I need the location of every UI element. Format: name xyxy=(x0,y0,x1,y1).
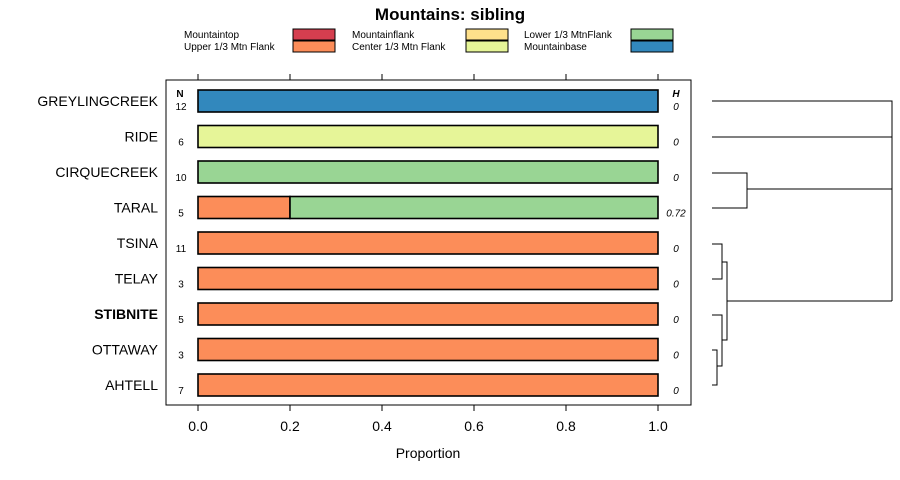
bar-row: AHTELL 7 0 xyxy=(105,373,679,397)
row-h: 0 xyxy=(673,351,679,362)
plot-frame xyxy=(165,79,692,406)
row-label: TSINA xyxy=(117,235,159,251)
bar-segment-upper-1-3-mtn-flank xyxy=(197,302,659,326)
row-label: TELAY xyxy=(115,271,159,287)
row-n: 10 xyxy=(175,173,187,184)
row-label: AHTELL xyxy=(105,377,158,393)
bar-segment-upper-1-3-mtn-flank xyxy=(197,266,659,291)
row-h: 0 xyxy=(673,138,679,149)
row-label: OTTAWAY xyxy=(92,342,159,358)
row-n: 6 xyxy=(178,138,184,149)
x-tick-label: 0.4 xyxy=(372,418,392,434)
x-tick-label: 1.0 xyxy=(648,418,668,434)
row-n: 5 xyxy=(178,209,184,220)
bar-row: GREYLINGCREEK 12 0 xyxy=(37,89,679,113)
bar-segment-upper-1-3-mtn-flank xyxy=(197,231,659,255)
bar-segment-upper-1-3-mtn-flank xyxy=(197,337,659,362)
bar-segment-lower-1-3-mtnflank xyxy=(289,195,659,220)
dendrogram xyxy=(712,100,893,386)
row-label: STIBNITE xyxy=(94,306,158,322)
chart-title: Mountains: sibling xyxy=(375,5,525,24)
legend-swatch-mountainbase xyxy=(630,40,674,53)
row-h: 0 xyxy=(673,173,679,184)
row-n: 11 xyxy=(176,244,187,255)
dendrogram-branch xyxy=(712,243,723,280)
bar-row: TELAY 3 0 xyxy=(115,266,679,291)
legend-label-lower-1-3-mtnflank: Lower 1/3 MtnFlank xyxy=(524,30,613,41)
legend-label-center-1-3-mtn-flank: Center 1/3 Mtn Flank xyxy=(352,42,446,53)
bar-row: CIRQUECREEK 10 0 xyxy=(55,160,679,184)
x-tick-label: 0.6 xyxy=(464,418,484,434)
row-h: 0.72 xyxy=(666,209,686,220)
bar-row: TSINA 11 0 xyxy=(117,231,679,255)
legend-label-upper-1-3-mtn-flank: Upper 1/3 Mtn Flank xyxy=(184,42,276,53)
bar-row: RIDE 6 0 xyxy=(125,124,679,149)
row-label: TARAL xyxy=(114,200,158,216)
x-tick-label: 0.8 xyxy=(556,418,576,434)
legend-swatch-mountaintop xyxy=(292,28,336,41)
bar-segment-center-1-3-mtn-flank xyxy=(197,124,659,149)
bar-row: TARAL 5 0.72 xyxy=(114,195,686,220)
legend-swatch-lower-1-3-mtnflank xyxy=(630,28,674,41)
dendrogram-branch xyxy=(712,172,748,209)
bar-row: OTTAWAY 3 0 xyxy=(92,337,679,362)
row-n: 12 xyxy=(175,102,187,113)
bar-segment-upper-1-3-mtn-flank xyxy=(197,373,659,397)
dendrogram-branch xyxy=(722,261,728,341)
row-n: 7 xyxy=(178,386,184,397)
h-header: H xyxy=(672,89,680,100)
row-label: CIRQUECREEK xyxy=(55,164,158,180)
legend-label-mountaintop: Mountaintop xyxy=(184,30,239,41)
legend-label-mountainflank: Mountainflank xyxy=(352,30,415,41)
x-axis-label: Proportion xyxy=(396,445,461,461)
bar-row: STIBNITE 5 0 xyxy=(94,302,679,326)
row-label: GREYLINGCREEK xyxy=(37,93,158,109)
n-header: N xyxy=(176,89,183,100)
row-h: 0 xyxy=(673,244,679,255)
dendrogram-branch xyxy=(712,100,893,301)
dendrogram-branch xyxy=(712,349,718,386)
row-h: 0 xyxy=(673,102,679,113)
row-n: 3 xyxy=(178,280,184,291)
legend-label-mountainbase: Mountainbase xyxy=(524,42,587,53)
legend-swatch-center-1-3-mtn-flank xyxy=(465,40,509,53)
row-n: 3 xyxy=(178,351,184,362)
x-axis: 0.0 0.2 0.4 0.6 0.8 1.0 xyxy=(188,74,668,434)
row-n: 5 xyxy=(178,315,184,326)
row-h: 0 xyxy=(673,280,679,291)
bar-segment-mountainbase xyxy=(197,89,659,113)
x-tick-label: 0.2 xyxy=(280,418,300,434)
bar-segment-upper-1-3-mtn-flank xyxy=(197,195,291,220)
bar-segment-lower-1-3-mtnflank xyxy=(197,160,659,184)
row-label: RIDE xyxy=(125,129,158,145)
bar-rows: GREYLINGCREEK 12 0 RIDE 6 0 CIRQUECREEK 10 0 TARA… xyxy=(37,89,686,397)
row-h: 0 xyxy=(673,315,679,326)
legend-swatch-upper-1-3-mtn-flank xyxy=(292,40,336,53)
dendrogram-branch xyxy=(712,314,723,367)
legend-swatch-mountainflank xyxy=(465,28,509,41)
row-h: 0 xyxy=(673,386,679,397)
x-tick-label: 0.0 xyxy=(188,418,208,434)
